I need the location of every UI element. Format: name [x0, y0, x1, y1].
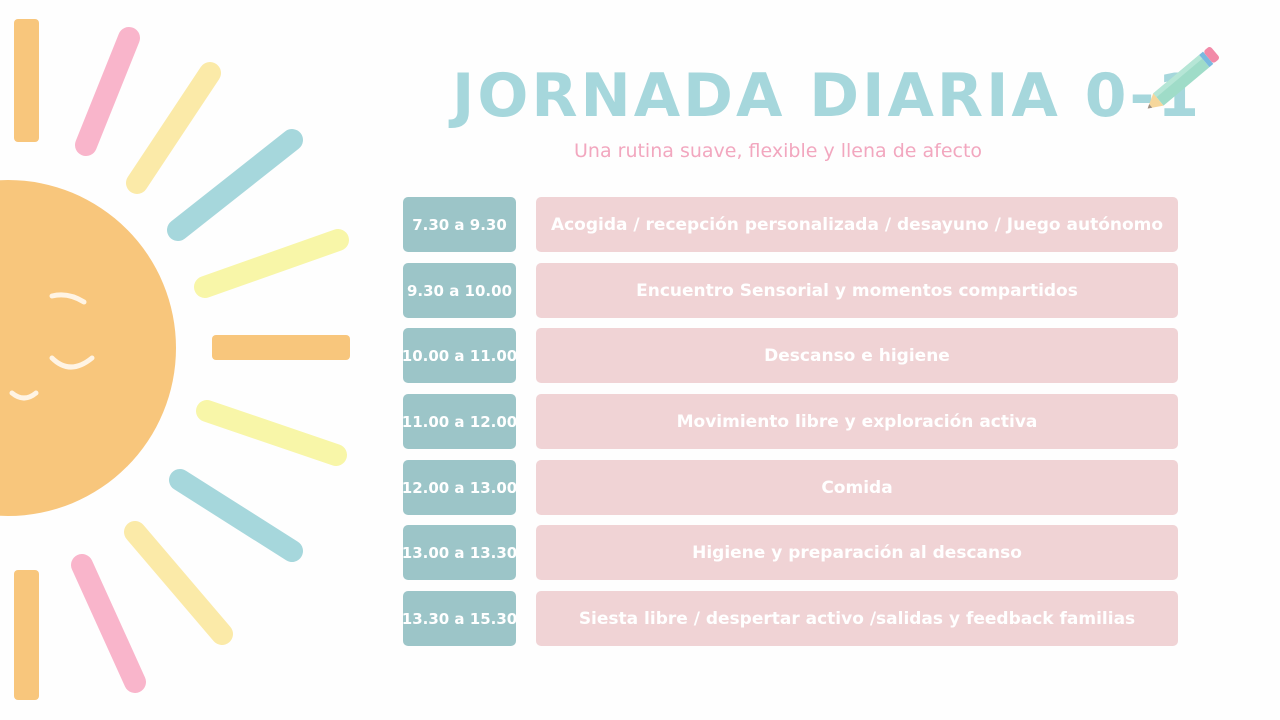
time-slot: 7.30 a 9.30 — [403, 197, 516, 252]
sun-ray — [75, 27, 140, 156]
sun-ray — [14, 19, 39, 142]
time-slot: 13.00 a 13.30 — [402, 525, 517, 580]
activity-label: Encuentro Sensorial y momentos compartid… — [536, 263, 1178, 318]
sun-ray — [14, 570, 39, 700]
activity-label: Movimiento libre y exploración activa — [536, 394, 1178, 449]
sun-ray — [196, 400, 347, 466]
pencil-icon — [1147, 47, 1219, 109]
sun-ray — [124, 521, 233, 645]
smiling-sun-icon — [0, 19, 350, 700]
activity-label: Descanso e higiene — [536, 328, 1178, 383]
page-subtitle: Una rutina suave, flexible y llena de af… — [574, 140, 983, 162]
activity-label: Siesta libre / despertar activo /salidas… — [536, 591, 1178, 646]
sun-eyebrow — [49, 292, 87, 305]
page-title: JORNADA DIARIA 0-1 — [452, 61, 1203, 131]
sun-smile — [9, 390, 39, 401]
sun-body — [0, 180, 176, 516]
time-slot: 10.00 a 11.00 — [402, 328, 517, 383]
sun-ray — [167, 129, 303, 241]
sun-ray — [126, 62, 221, 194]
activity-label: Comida — [536, 460, 1178, 515]
activity-label: Higiene y preparación al descanso — [536, 525, 1178, 580]
sun-closed-eye — [49, 355, 95, 370]
activity-label: Acogida / recepción personalizada / desa… — [536, 197, 1178, 252]
sun-ray — [71, 554, 146, 693]
sun-ray — [169, 469, 303, 562]
time-slot: 12.00 a 13.00 — [402, 460, 517, 515]
sun-ray — [212, 335, 350, 360]
time-slot: 9.30 a 10.00 — [403, 263, 516, 318]
sun-ray — [194, 229, 349, 298]
time-slot: 13.30 a 15.30 — [402, 591, 517, 646]
time-slot: 11.00 a 12.00 — [402, 394, 517, 449]
